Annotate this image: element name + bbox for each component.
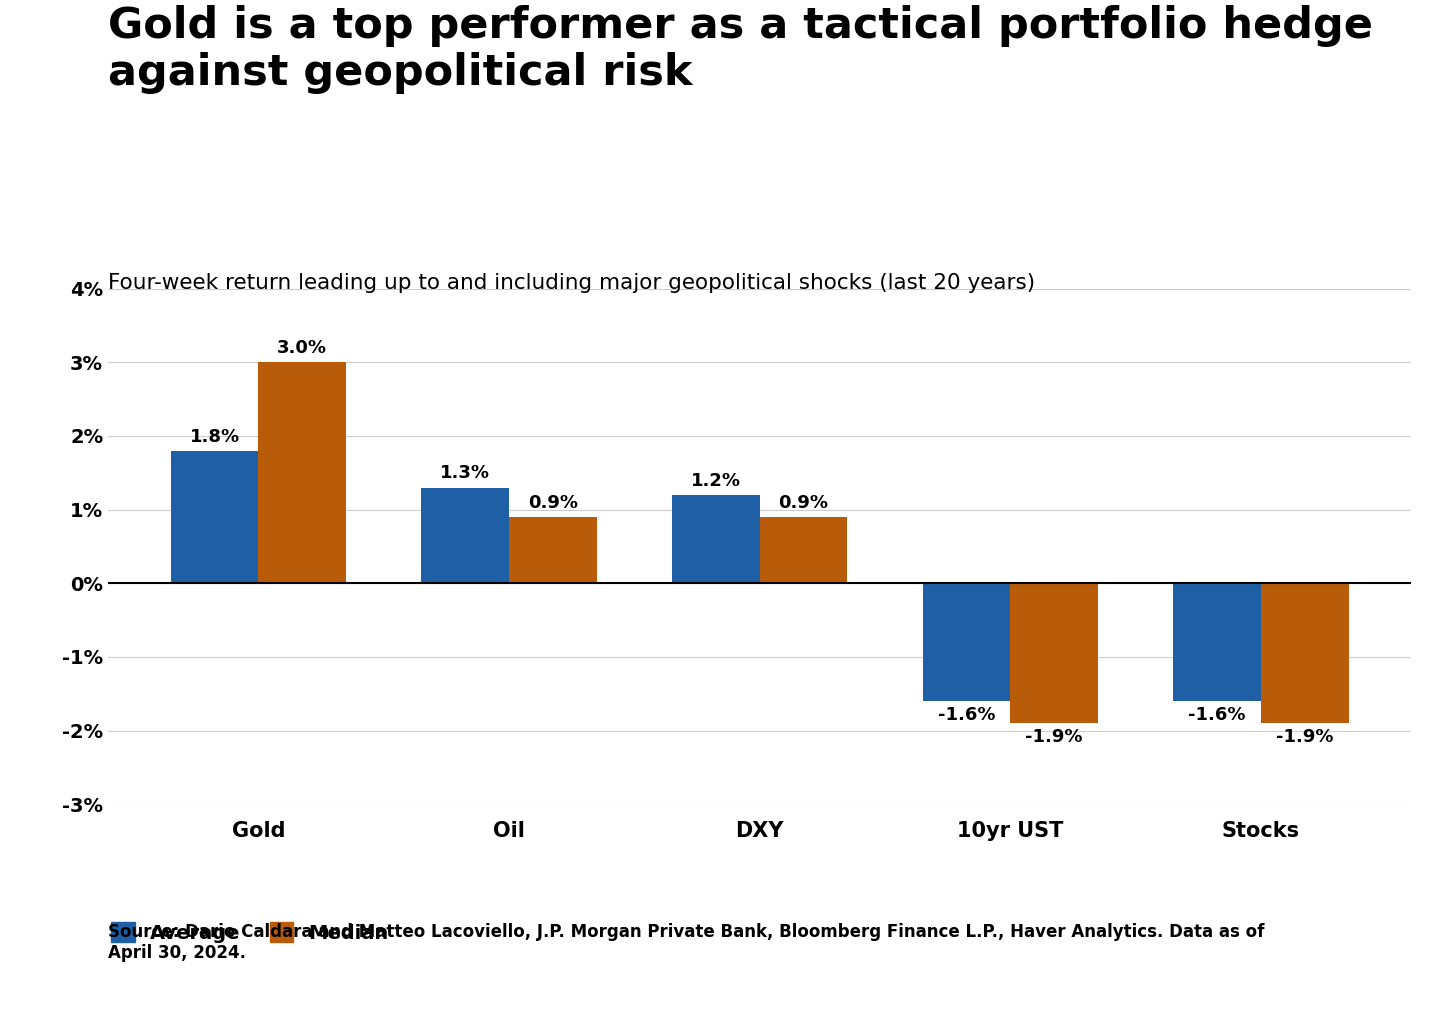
Legend: Average, Median: Average, Median [111,922,389,942]
Text: 1.3%: 1.3% [441,464,490,483]
Text: 0.9%: 0.9% [528,494,577,511]
Bar [672,495,760,584]
Bar [171,451,258,584]
Bar [422,488,508,584]
Bar [1011,584,1097,723]
Text: 1.8%: 1.8% [190,428,239,445]
Text: 3.0%: 3.0% [278,339,327,357]
Bar [1261,584,1348,723]
Text: -1.6%: -1.6% [1188,706,1246,724]
Bar [258,362,346,584]
Text: Four-week return leading up to and including major geopolitical shocks (last 20 : Four-week return leading up to and inclu… [108,273,1035,293]
Text: 1.2%: 1.2% [691,472,740,490]
Text: -1.9%: -1.9% [1025,728,1083,746]
Bar [760,517,847,584]
Bar [508,517,596,584]
Text: -1.9%: -1.9% [1276,728,1333,746]
Text: 0.9%: 0.9% [779,494,828,511]
Bar [923,584,1011,701]
Bar [1174,584,1261,701]
Text: Source: Dario Caldara and Matteo Lacoviello, J.P. Morgan Private Bank, Bloomberg: Source: Dario Caldara and Matteo Lacovie… [108,923,1264,962]
Text: -1.6%: -1.6% [937,706,995,724]
Text: Gold is a top performer as a tactical portfolio hedge
against geopolitical risk: Gold is a top performer as a tactical po… [108,5,1372,94]
